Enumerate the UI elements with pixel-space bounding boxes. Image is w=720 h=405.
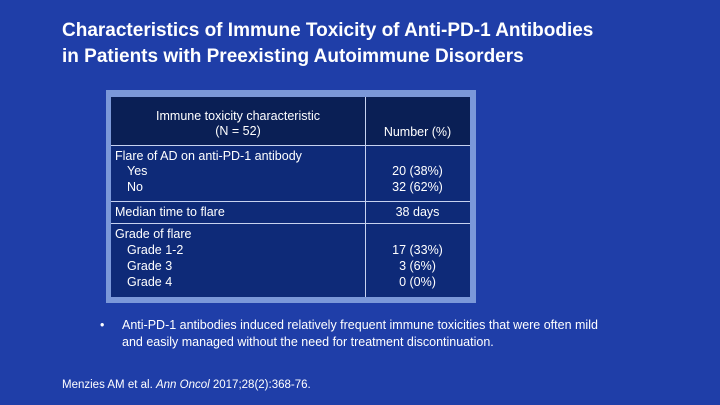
bullet-text: Anti-PD-1 antibodies induced relatively … bbox=[122, 317, 652, 351]
row-value-median-time: 38 days bbox=[395, 205, 440, 219]
toxicity-table: Immune toxicity characteristic (N = 52) … bbox=[111, 97, 470, 297]
row-value-grade-3: 3 (6%) bbox=[399, 259, 436, 273]
column-header-characteristic-line-1: Immune toxicity characteristic bbox=[156, 109, 320, 123]
table-row-divider-1 bbox=[111, 201, 470, 202]
row-value-grade-4: 0 (0%) bbox=[399, 275, 436, 289]
row-value-flare-no: 32 (62%) bbox=[392, 180, 443, 194]
row-value-flare-yes: 20 (38%) bbox=[392, 164, 443, 178]
row-label-grade-3: Grade 3 bbox=[127, 259, 173, 273]
table-row-divider-2 bbox=[111, 223, 470, 224]
row-label-grade: Grade of flare bbox=[115, 227, 192, 241]
row-label-median-time: Median time to flare bbox=[115, 205, 225, 219]
row-label-flare: Flare of AD on anti-PD-1 antibody bbox=[115, 149, 302, 163]
row-label-grade-4: Grade 4 bbox=[127, 275, 173, 289]
slide-title-line-1: Characteristics of Immune Toxicity of An… bbox=[62, 20, 594, 41]
column-header-characteristic: Immune toxicity characteristic (N = 52) bbox=[111, 109, 365, 139]
bullet-marker: • bbox=[100, 318, 105, 332]
table-column-divider bbox=[365, 97, 366, 297]
column-header-number: Number (%) bbox=[383, 125, 452, 139]
row-label-flare-no: No bbox=[127, 180, 143, 194]
citation: Menzies AM et al. Ann Oncol 2017;28(2):3… bbox=[62, 379, 311, 391]
slide-title-line-2: in Patients with Preexisting Autoimmune … bbox=[62, 46, 524, 67]
bullet-text-line-2: and easily managed without the need for … bbox=[122, 335, 494, 349]
bullet-text-line-1: Anti-PD-1 antibodies induced relatively … bbox=[122, 318, 598, 332]
table-header-band bbox=[111, 97, 470, 145]
table-header-divider bbox=[111, 145, 470, 146]
slide-title: Characteristics of Immune Toxicity of An… bbox=[62, 18, 702, 70]
toxicity-table-frame: Immune toxicity characteristic (N = 52) … bbox=[106, 90, 476, 303]
row-value-grade-1-2: 17 (33%) bbox=[392, 243, 443, 257]
row-label-flare-yes: Yes bbox=[127, 164, 148, 178]
citation-details: 2017;28(2):368-76. bbox=[212, 379, 311, 391]
row-label-grade-1-2: Grade 1-2 bbox=[127, 243, 184, 257]
column-header-characteristic-line-2: (N = 52) bbox=[215, 124, 261, 138]
citation-authors: Menzies AM et al. bbox=[62, 379, 153, 391]
citation-journal: Ann Oncol bbox=[155, 379, 210, 391]
